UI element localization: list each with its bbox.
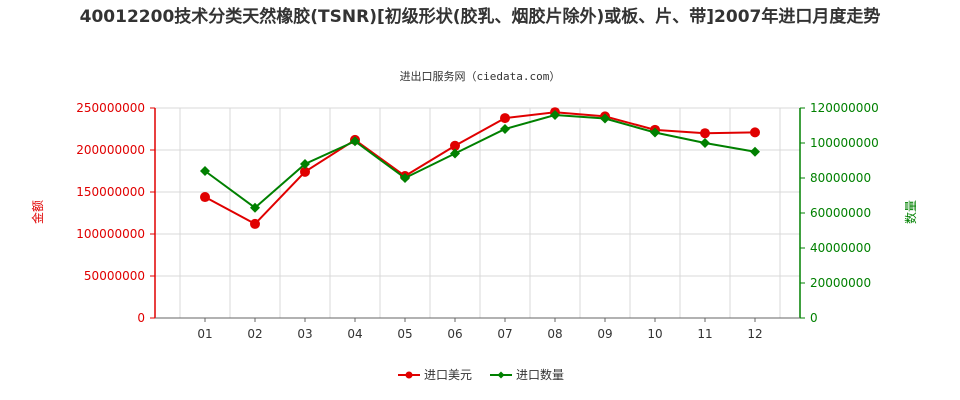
data-point-series-1 — [450, 140, 460, 151]
y-axis-left-title: 金额 — [30, 200, 45, 224]
data-point-series-1 — [700, 128, 710, 139]
y-right-tick-label: 20000000 — [810, 276, 871, 290]
series-line-1 — [204, 111, 756, 226]
x-tick-label: 11 — [697, 327, 712, 341]
data-point-series-1 — [200, 192, 210, 203]
data-point-series-2 — [600, 113, 610, 124]
series-layer — [200, 107, 760, 229]
y-left-tick-label: 250000000 — [76, 101, 145, 115]
data-point-series-2 — [300, 159, 310, 169]
data-point-series-2 — [650, 127, 660, 138]
data-point-series-1 — [500, 113, 510, 124]
y-right-tick-label: 40000000 — [810, 241, 871, 255]
data-point-series-1 — [300, 166, 310, 177]
data-point-series-2 — [450, 148, 460, 159]
x-tick-label: 08 — [547, 327, 562, 341]
tick-labels: 0500000001000000001500000002000000002500… — [76, 101, 878, 341]
x-tick-label: 03 — [297, 327, 312, 341]
legend-label: 进口数量 — [516, 367, 564, 382]
series-line-2 — [204, 113, 756, 210]
y-left-tick-label: 200000000 — [76, 143, 145, 157]
x-tick-label: 05 — [397, 327, 412, 341]
data-point-series-2 — [350, 136, 360, 147]
data-point-series-2 — [500, 124, 510, 134]
x-tick-label: 09 — [597, 327, 612, 341]
x-tick-label: 04 — [347, 327, 362, 341]
legend[interactable]: 进口美元 进口数量 — [398, 367, 564, 382]
data-point-series-2 — [750, 146, 760, 157]
legend-swatch-marker — [497, 371, 505, 379]
legend-item-2[interactable]: 进口数量 — [490, 367, 564, 382]
grid-lines — [155, 107, 800, 318]
y-left-tick-label: 150000000 — [76, 185, 145, 199]
data-point-series-2 — [200, 166, 210, 176]
legend-item-1[interactable]: 进口美元 — [398, 368, 472, 382]
data-point-series-1 — [250, 218, 260, 229]
y-right-tick-label: 100000000 — [810, 136, 879, 150]
x-tick-label: 06 — [447, 327, 462, 341]
data-point-series-1 — [750, 127, 760, 138]
y-right-tick-label: 120000000 — [810, 101, 879, 115]
y-right-tick-label: 0 — [810, 311, 818, 325]
legend-label: 进口美元 — [424, 368, 472, 382]
y-axis-right-title: 数量 — [903, 200, 918, 224]
x-tick-label: 02 — [247, 327, 262, 341]
y-right-tick-label: 60000000 — [810, 206, 871, 220]
chart-title: 40012200技术分类天然橡胶(TSNR)[初级形状(胶乳、烟胶片除外)或板、… — [79, 7, 881, 27]
y-right-tick-label: 80000000 — [810, 171, 871, 185]
chart-subtitle: 进出口服务网（ciedata.com） — [399, 70, 561, 83]
x-tick-label: 07 — [497, 327, 512, 341]
y-left-tick-label: 100000000 — [76, 227, 145, 241]
data-point-series-2 — [250, 202, 260, 213]
data-point-series-2 — [400, 173, 410, 183]
x-tick-label: 10 — [647, 327, 662, 341]
y-left-tick-label: 50000000 — [84, 269, 145, 283]
data-point-series-2 — [700, 138, 710, 148]
x-tick-label: 12 — [747, 327, 762, 341]
data-point-series-2 — [550, 110, 560, 120]
y-left-tick-label: 0 — [137, 311, 145, 325]
axes — [150, 107, 805, 322]
legend-swatch-marker — [405, 371, 413, 379]
x-tick-label: 01 — [197, 327, 212, 341]
